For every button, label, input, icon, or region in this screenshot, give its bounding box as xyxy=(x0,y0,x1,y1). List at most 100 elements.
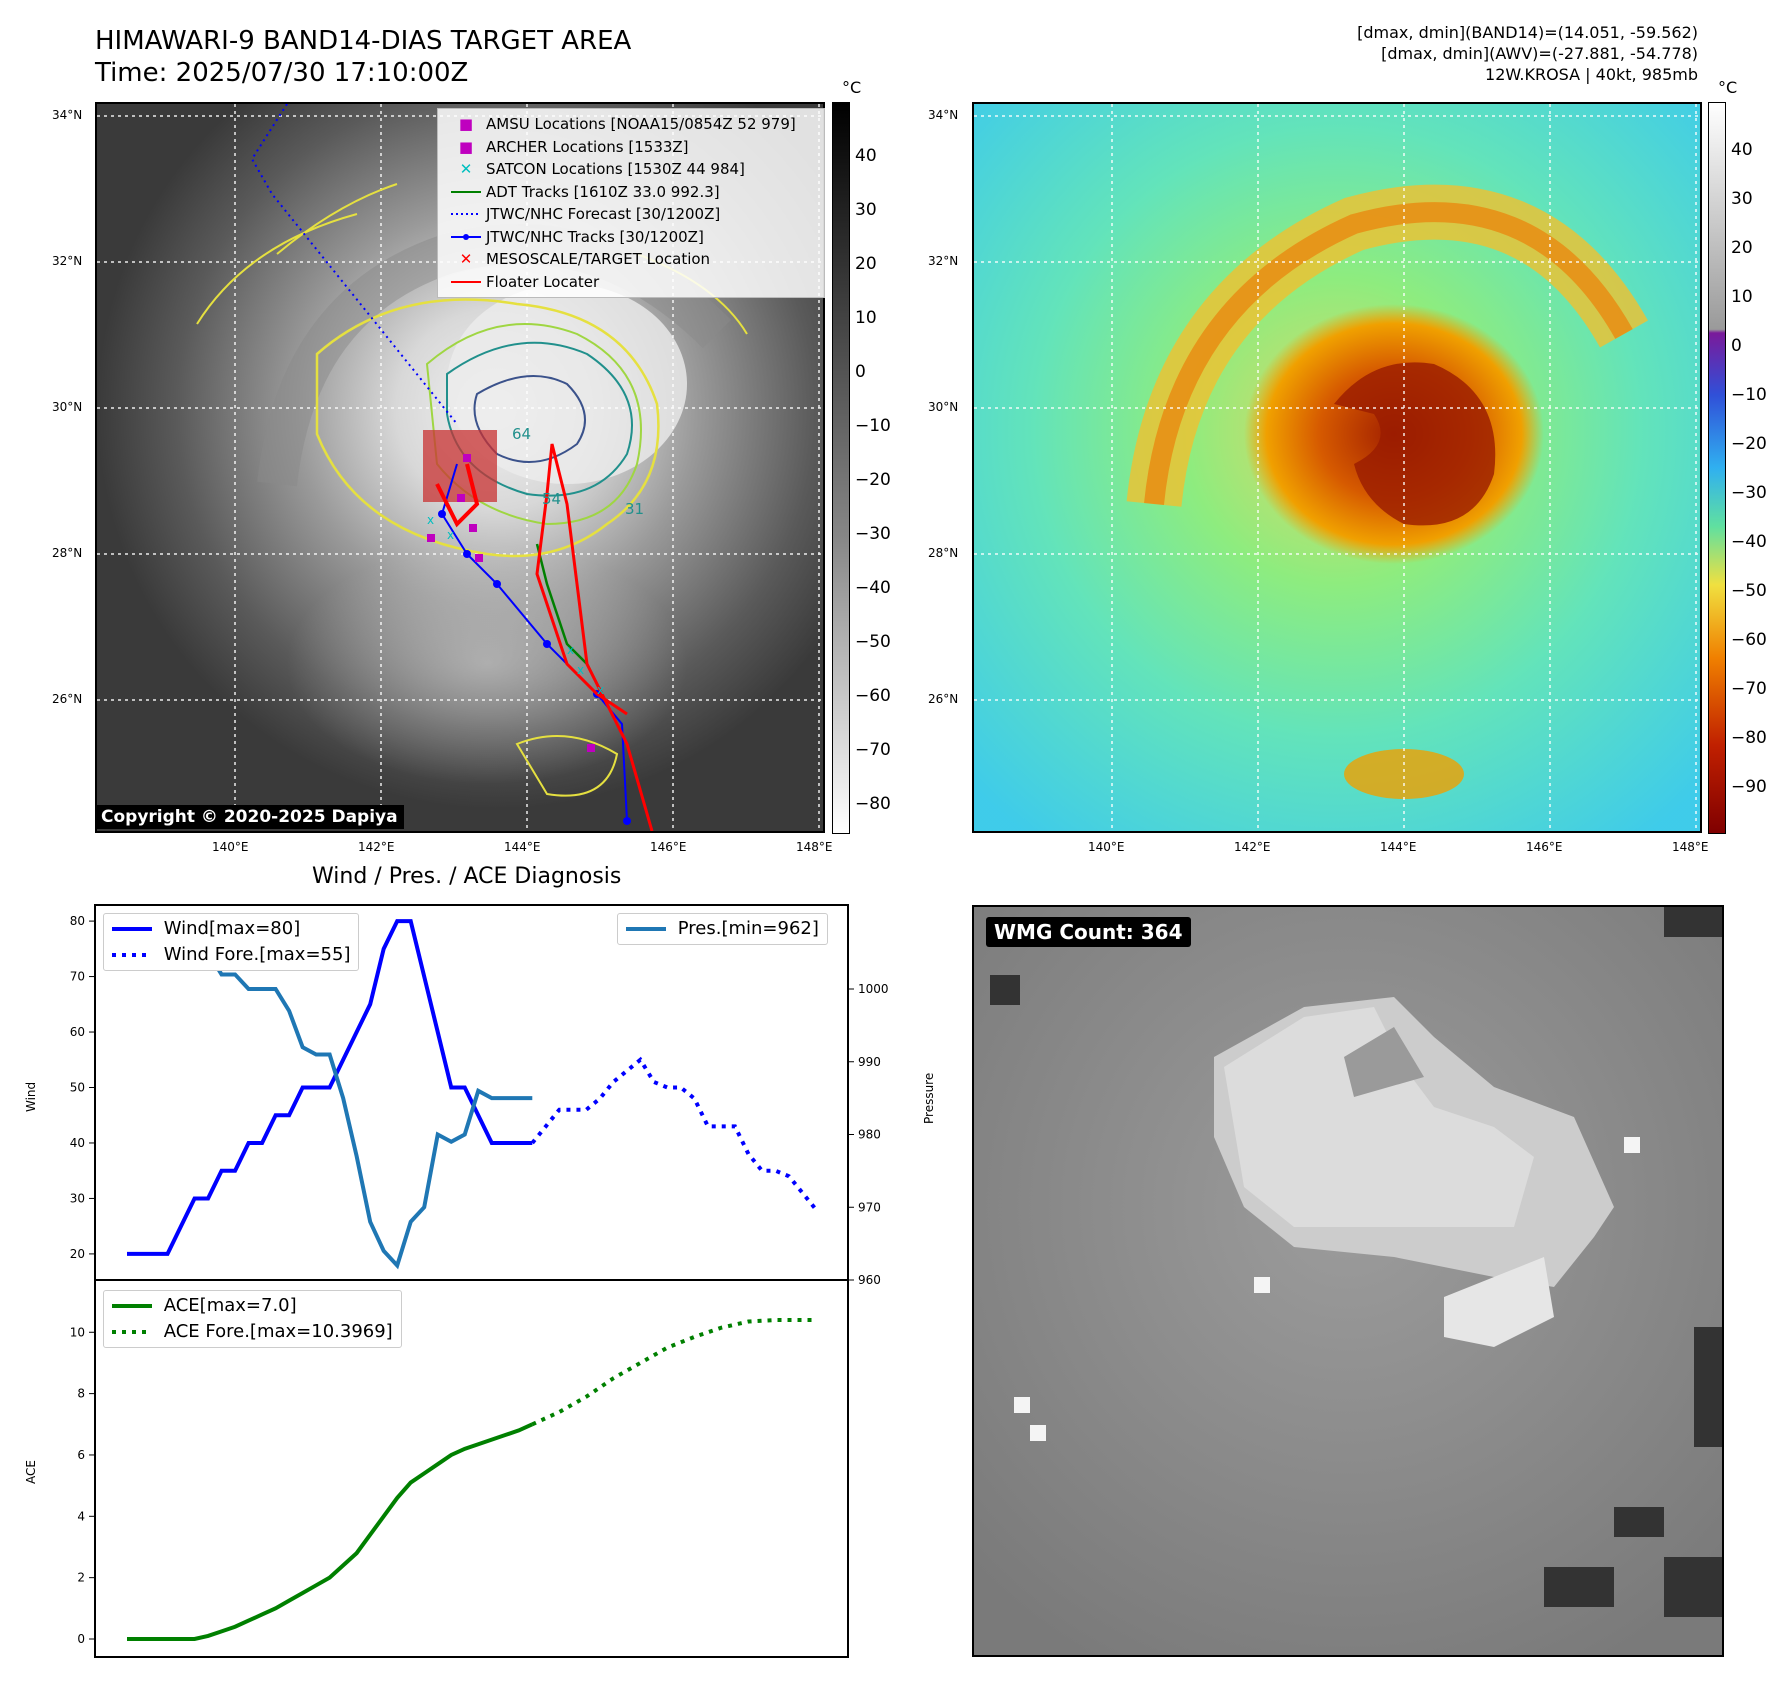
wind-ytick-label: 30 xyxy=(70,1191,85,1205)
ace-ytick-label: 2 xyxy=(77,1571,85,1585)
series-line-1 xyxy=(530,1056,818,1211)
colorbar-tick: −40 xyxy=(855,578,891,598)
line-marker-icon xyxy=(446,181,486,204)
series-line-0 xyxy=(127,919,533,1256)
pres-ytick-label: 970 xyxy=(858,1200,881,1214)
ace-ylabel: ACE xyxy=(24,1460,38,1484)
pressure-ylabel: Pressure xyxy=(922,1072,936,1124)
legend-row-floater: Floater Locater xyxy=(446,271,816,294)
wind-ylabel: Wind xyxy=(24,1081,38,1112)
colorbar-tick: −50 xyxy=(855,632,891,652)
svg-text:54: 54 xyxy=(542,490,561,508)
colorbar-tick: 30 xyxy=(855,200,877,220)
svg-text:x: x xyxy=(567,643,574,657)
colorbar-tick: 20 xyxy=(1731,238,1753,258)
line-marker-icon xyxy=(112,927,152,931)
svg-text:x: x xyxy=(427,513,434,527)
svg-text:64: 64 xyxy=(512,425,531,443)
ace-axes: 0 2 4 6 8 10 xyxy=(70,1279,849,1658)
ace-ytick-label: 4 xyxy=(77,1509,85,1523)
pressure-legend: Pres.[min=962] xyxy=(617,913,828,945)
legend-row-target: ✕ MESOSCALE/TARGET Location xyxy=(446,248,816,271)
awv-lon-label: 144°E xyxy=(1380,840,1417,854)
svg-text:x: x xyxy=(577,663,584,677)
colorbar-tick: 40 xyxy=(1731,140,1753,160)
colorbar-tick: −70 xyxy=(1731,679,1767,699)
legend-row-tracks: JTWC/NHC Tracks [30/1200Z] xyxy=(446,226,816,249)
ir-lat-label: 32°N xyxy=(52,254,83,268)
legend-ace: ACE[max=7.0] xyxy=(112,1293,393,1319)
pres-ytick-label: 1000 xyxy=(858,982,889,996)
ir-lon-label: 142°E xyxy=(358,840,395,854)
diag-title: Wind / Pres. / ACE Diagnosis xyxy=(312,864,622,889)
awv-map-panel xyxy=(972,102,1702,833)
ir-lat-label: 30°N xyxy=(52,400,83,414)
legend-row-forecast: JTWC/NHC Forecast [30/1200Z] xyxy=(446,203,816,226)
svg-text:x: x xyxy=(597,683,604,697)
image-time: Time: 2025/07/30 17:10:00Z xyxy=(95,58,469,88)
awv-lon-label: 146°E xyxy=(1526,840,1563,854)
colorbar-tick: 0 xyxy=(1731,336,1742,356)
wmg-count-badge: WMG Count: 364 xyxy=(986,917,1191,947)
line-marker-icon xyxy=(626,927,666,931)
colorbar-tick: −80 xyxy=(1731,728,1767,748)
legend-ace-fore: ACE Fore.[max=10.3969] xyxy=(112,1319,393,1345)
colorbar-tick: −30 xyxy=(1731,483,1767,503)
colorbar-tick: −30 xyxy=(855,524,891,544)
colorbar-tick: −60 xyxy=(1731,630,1767,650)
ir-map-legend: ■ AMSU Locations [NOAA15/0854Z 52 979] ■ A… xyxy=(437,108,825,298)
colorbar-tick: 10 xyxy=(1731,287,1753,307)
colorbar-tick: −10 xyxy=(1731,385,1767,405)
awv-lat-label: 32°N xyxy=(928,254,959,268)
svg-text:31: 31 xyxy=(625,500,644,518)
line-dot-icon xyxy=(446,226,486,249)
awv-lat-label: 34°N xyxy=(928,108,959,122)
pres-ytick-label: 980 xyxy=(858,1128,881,1142)
wind-ytick-label: 60 xyxy=(70,1025,85,1039)
colorbar-tick: 10 xyxy=(855,308,877,328)
info-storm: 12W.KROSA | 40kt, 985mb xyxy=(1485,65,1698,84)
colorbar-tick: −90 xyxy=(1731,777,1767,797)
legend-row-amsu: ■ AMSU Locations [NOAA15/0854Z 52 979] xyxy=(446,113,816,136)
colorbar-tick: −20 xyxy=(855,470,891,490)
legend-pres: Pres.[min=962] xyxy=(626,916,819,942)
info-awv: [dmax, dmin](AWV)=(-27.881, -54.778) xyxy=(1381,44,1698,63)
awv-map-image xyxy=(974,104,1700,831)
copyright-badge: Copyright © 2020-2025 Dapiya xyxy=(95,805,404,829)
colorbar-tick: 40 xyxy=(855,146,877,166)
colorbar-tick: −20 xyxy=(1731,434,1767,454)
ir-lat-label: 28°N xyxy=(52,546,83,560)
colorbar-tick: −50 xyxy=(1731,581,1767,601)
colorbar-tick: −10 xyxy=(855,416,891,436)
ir-lat-label: 34°N xyxy=(52,108,83,122)
x-marker-icon: ✕ xyxy=(459,250,473,269)
wind-legend: Wind[max=80] Wind Fore.[max=55] xyxy=(103,913,360,971)
colorbar-tick: −70 xyxy=(855,740,891,760)
wind-ytick-label: 20 xyxy=(70,1247,85,1261)
ir-lon-label: 146°E xyxy=(650,840,687,854)
ir-lon-label: 148°E xyxy=(796,840,833,854)
awv-lat-label: 30°N xyxy=(928,400,959,414)
square-marker-icon: ■ xyxy=(458,137,474,156)
ace-ytick-label: 6 xyxy=(77,1448,85,1462)
dotted-line-icon xyxy=(446,203,486,226)
legend-wind: Wind[max=80] xyxy=(112,916,350,942)
ir-lon-label: 140°E xyxy=(212,840,249,854)
x-marker-icon: ✕ xyxy=(459,160,473,179)
legend-row-satcon: ✕ SATCON Locations [1530Z 44 984] xyxy=(446,158,816,181)
square-marker-icon: ■ xyxy=(458,115,474,134)
pres-ytick-label: 990 xyxy=(858,1055,881,1069)
awv-lat-label: 28°N xyxy=(928,546,959,560)
ir-lat-label: 26°N xyxy=(52,692,83,706)
wmg-image xyxy=(974,907,1722,1655)
ir-lon-label: 144°E xyxy=(504,840,541,854)
svg-text:x: x xyxy=(447,528,454,542)
ace-legend: ACE[max=7.0] ACE Fore.[max=10.3969] xyxy=(103,1290,402,1348)
wind-ytick-label: 40 xyxy=(70,1136,85,1150)
line-marker-icon xyxy=(446,271,486,294)
awv-colorbar-unit: °C xyxy=(1718,78,1738,97)
ace-ytick-label: 10 xyxy=(70,1325,85,1339)
awv-colorbar xyxy=(1708,102,1726,834)
awv-lon-label: 142°E xyxy=(1234,840,1271,854)
page-title: HIMAWARI-9 BAND14-DIAS TARGET AREA xyxy=(95,26,632,56)
